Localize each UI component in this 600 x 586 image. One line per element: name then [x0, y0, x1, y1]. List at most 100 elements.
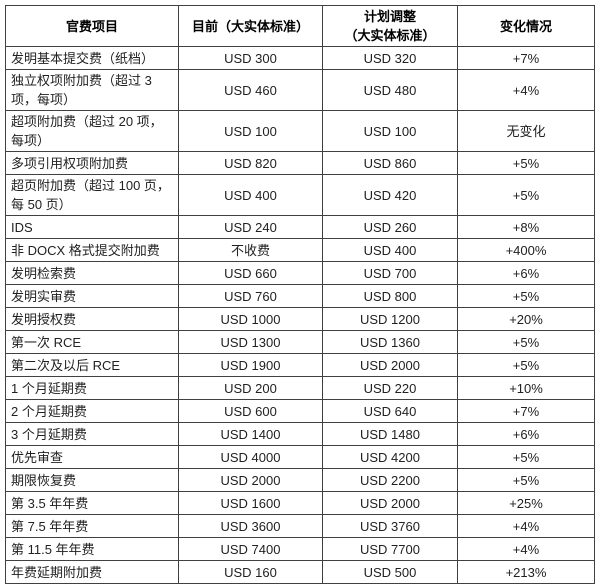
column-header-change: 变化情况 — [457, 5, 595, 47]
planned-fee-cell: USD 400 — [322, 238, 458, 262]
planned-fee-cell: USD 500 — [322, 560, 458, 584]
table-row: 发明授权费 USD 1000 USD 1200 +20% — [5, 307, 595, 331]
current-fee-cell: USD 100 — [178, 110, 323, 152]
table-row: 期限恢复费 USD 2000 USD 2200 +5% — [5, 468, 595, 492]
fee-item-cell: 发明实审费 — [5, 284, 179, 308]
table-row: 2 个月延期费 USD 600 USD 640 +7% — [5, 399, 595, 423]
planned-fee-cell: USD 1480 — [322, 422, 458, 446]
planned-fee-cell: USD 2000 — [322, 491, 458, 515]
table-row: 非 DOCX 格式提交附加费 不收费 USD 400 +400% — [5, 238, 595, 262]
current-fee-cell: USD 1000 — [178, 307, 323, 331]
current-fee-cell: USD 1600 — [178, 491, 323, 515]
fee-table: 官费项目 目前（大实体标准） 计划调整 （大实体标准） 变化情况 发明基本提交费… — [5, 5, 595, 584]
fee-table-body: 发明基本提交费（纸档） USD 300 USD 320 +7% 独立权项附加费（超过 3… — [5, 46, 595, 584]
current-fee-cell: USD 2000 — [178, 468, 323, 492]
current-fee-cell: USD 1300 — [178, 330, 323, 354]
change-cell: +6% — [457, 422, 595, 446]
planned-fee-cell: USD 1200 — [322, 307, 458, 331]
fee-item-cell: 第一次 RCE — [5, 330, 179, 354]
table-row: 发明基本提交费（纸档） USD 300 USD 320 +7% — [5, 46, 595, 70]
change-cell: +5% — [457, 445, 595, 469]
current-fee-cell: USD 7400 — [178, 537, 323, 561]
table-row: IDS USD 240 USD 260 +8% — [5, 215, 595, 239]
planned-fee-cell: USD 260 — [322, 215, 458, 239]
planned-fee-cell: USD 860 — [322, 151, 458, 175]
change-cell: +25% — [457, 491, 595, 515]
planned-fee-cell: USD 420 — [322, 174, 458, 216]
planned-fee-cell: USD 100 — [322, 110, 458, 152]
current-fee-cell: USD 760 — [178, 284, 323, 308]
change-cell: +7% — [457, 399, 595, 423]
fee-item-cell: 1 个月延期费 — [5, 376, 179, 400]
fee-item-cell: 第 11.5 年年费 — [5, 537, 179, 561]
planned-fee-cell: USD 220 — [322, 376, 458, 400]
fee-item-cell: 第 3.5 年年费 — [5, 491, 179, 515]
fee-item-cell: 发明授权费 — [5, 307, 179, 331]
planned-fee-cell: USD 700 — [322, 261, 458, 285]
change-cell: +5% — [457, 174, 595, 216]
current-fee-cell: USD 660 — [178, 261, 323, 285]
fee-item-cell: 年费延期附加费 — [5, 560, 179, 584]
change-cell: +6% — [457, 261, 595, 285]
table-row: 第一次 RCE USD 1300 USD 1360 +5% — [5, 330, 595, 354]
planned-fee-cell: USD 320 — [322, 46, 458, 70]
table-row: 超项附加费（超过 20 项，每项） USD 100 USD 100 无变化 — [5, 110, 595, 152]
fee-item-cell: 第二次及以后 RCE — [5, 353, 179, 377]
change-cell: +20% — [457, 307, 595, 331]
column-header-planned-fee: 计划调整 （大实体标准） — [322, 5, 458, 47]
change-cell: +5% — [457, 151, 595, 175]
fee-item-cell: 第 7.5 年年费 — [5, 514, 179, 538]
change-cell: +4% — [457, 537, 595, 561]
change-cell: +5% — [457, 284, 595, 308]
table-row: 发明实审费 USD 760 USD 800 +5% — [5, 284, 595, 308]
fee-item-cell: 超页附加费（超过 100 页，每 50 页） — [5, 174, 179, 216]
planned-fee-cell: USD 800 — [322, 284, 458, 308]
current-fee-cell: USD 3600 — [178, 514, 323, 538]
current-fee-cell: 不收费 — [178, 238, 323, 262]
current-fee-cell: USD 240 — [178, 215, 323, 239]
table-row: 优先审查 USD 4000 USD 4200 +5% — [5, 445, 595, 469]
fee-item-cell: 多项引用权项附加费 — [5, 151, 179, 175]
current-fee-cell: USD 4000 — [178, 445, 323, 469]
fee-item-cell: 发明基本提交费（纸档） — [5, 46, 179, 70]
column-header-current-fee: 目前（大实体标准） — [178, 5, 323, 47]
change-cell: +5% — [457, 353, 595, 377]
fee-table-header: 官费项目 目前（大实体标准） 计划调整 （大实体标准） 变化情况 — [5, 5, 595, 47]
table-row: 第二次及以后 RCE USD 1900 USD 2000 +5% — [5, 353, 595, 377]
planned-fee-cell: USD 640 — [322, 399, 458, 423]
table-row: 独立权项附加费（超过 3 项，每项） USD 460 USD 480 +4% — [5, 69, 595, 111]
current-fee-cell: USD 200 — [178, 376, 323, 400]
change-cell: +4% — [457, 514, 595, 538]
fee-item-cell: 发明检索费 — [5, 261, 179, 285]
current-fee-cell: USD 300 — [178, 46, 323, 70]
fee-item-cell: 独立权项附加费（超过 3 项，每项） — [5, 69, 179, 111]
change-cell: +5% — [457, 330, 595, 354]
table-row: 第 7.5 年年费 USD 3600 USD 3760 +4% — [5, 514, 595, 538]
change-cell: +213% — [457, 560, 595, 584]
column-header-planned-fee-line1: 计划调整 — [363, 9, 416, 24]
fee-item-cell: 优先审查 — [5, 445, 179, 469]
fee-item-cell: IDS — [5, 215, 179, 239]
fee-item-cell: 2 个月延期费 — [5, 399, 179, 423]
current-fee-cell: USD 1900 — [178, 353, 323, 377]
current-fee-cell: USD 460 — [178, 69, 323, 111]
table-row: 3 个月延期费 USD 1400 USD 1480 +6% — [5, 422, 595, 446]
change-cell: +10% — [457, 376, 595, 400]
planned-fee-cell: USD 2200 — [322, 468, 458, 492]
change-cell: +8% — [457, 215, 595, 239]
planned-fee-cell: USD 7700 — [322, 537, 458, 561]
change-cell: +7% — [457, 46, 595, 70]
change-cell: 无变化 — [457, 110, 595, 152]
current-fee-cell: USD 600 — [178, 399, 323, 423]
table-row: 第 11.5 年年费 USD 7400 USD 7700 +4% — [5, 537, 595, 561]
planned-fee-cell: USD 3760 — [322, 514, 458, 538]
planned-fee-cell: USD 480 — [322, 69, 458, 111]
table-row: 1 个月延期费 USD 200 USD 220 +10% — [5, 376, 595, 400]
planned-fee-cell: USD 4200 — [322, 445, 458, 469]
current-fee-cell: USD 160 — [178, 560, 323, 584]
table-row: 第 3.5 年年费 USD 1600 USD 2000 +25% — [5, 491, 595, 515]
column-header-fee-item: 官费项目 — [5, 5, 179, 47]
header-row: 官费项目 目前（大实体标准） 计划调整 （大实体标准） 变化情况 — [5, 5, 595, 47]
table-row: 多项引用权项附加费 USD 820 USD 860 +5% — [5, 151, 595, 175]
table-row: 发明检索费 USD 660 USD 700 +6% — [5, 261, 595, 285]
